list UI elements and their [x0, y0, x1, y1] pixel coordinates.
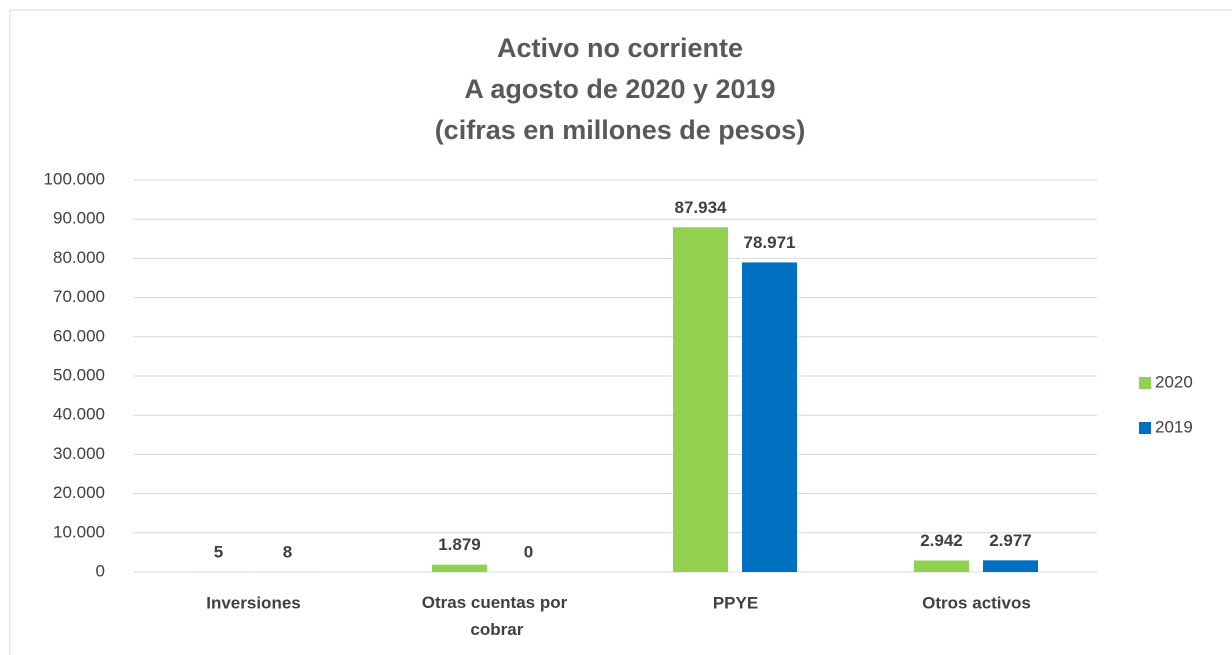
- y-tick-label: 100.000: [44, 169, 105, 188]
- value-label: 1.879: [438, 535, 481, 554]
- value-label: 78.971: [744, 233, 796, 252]
- bar: [742, 262, 797, 572]
- chart-title: Activo no corriente: [497, 33, 743, 63]
- value-label: 2.977: [989, 531, 1032, 550]
- chart-border: [9, 9, 1232, 655]
- y-tick-label: 60.000: [53, 326, 105, 345]
- legend-swatch: [1139, 422, 1151, 434]
- y-tick-label: 70.000: [53, 287, 105, 306]
- bar: [914, 560, 969, 572]
- legend-swatch: [1139, 377, 1151, 389]
- value-label: 87.934: [675, 198, 728, 217]
- y-tick-label: 10.000: [53, 522, 105, 541]
- y-tick-label: 50.000: [53, 365, 105, 384]
- bar: [673, 227, 728, 573]
- value-label: 8: [283, 542, 292, 561]
- y-tick-label: 0: [96, 561, 105, 580]
- x-tick-label: Inversiones: [206, 593, 301, 612]
- x-tick-label: Otras cuentas por cobrar: [422, 593, 568, 639]
- legend-label: 2020: [1155, 372, 1193, 391]
- value-label: 0: [524, 542, 533, 561]
- bar: [983, 560, 1038, 572]
- bar: [432, 564, 487, 572]
- x-tick-label: Otros activos: [922, 593, 1031, 612]
- value-label: 5: [214, 542, 223, 561]
- y-tick-label: 90.000: [53, 209, 105, 228]
- value-label: 2.942: [920, 531, 963, 550]
- y-tick-label: 20.000: [53, 483, 105, 502]
- x-tick-label: PPYE: [713, 593, 758, 612]
- legend-label: 2019: [1155, 417, 1193, 436]
- y-tick-label: 30.000: [53, 444, 105, 463]
- chart-title: A agosto de 2020 y 2019: [464, 74, 775, 104]
- chart-title: (cifras en millones de pesos): [435, 115, 806, 145]
- y-tick-label: 40.000: [53, 405, 105, 424]
- y-tick-label: 80.000: [53, 248, 105, 267]
